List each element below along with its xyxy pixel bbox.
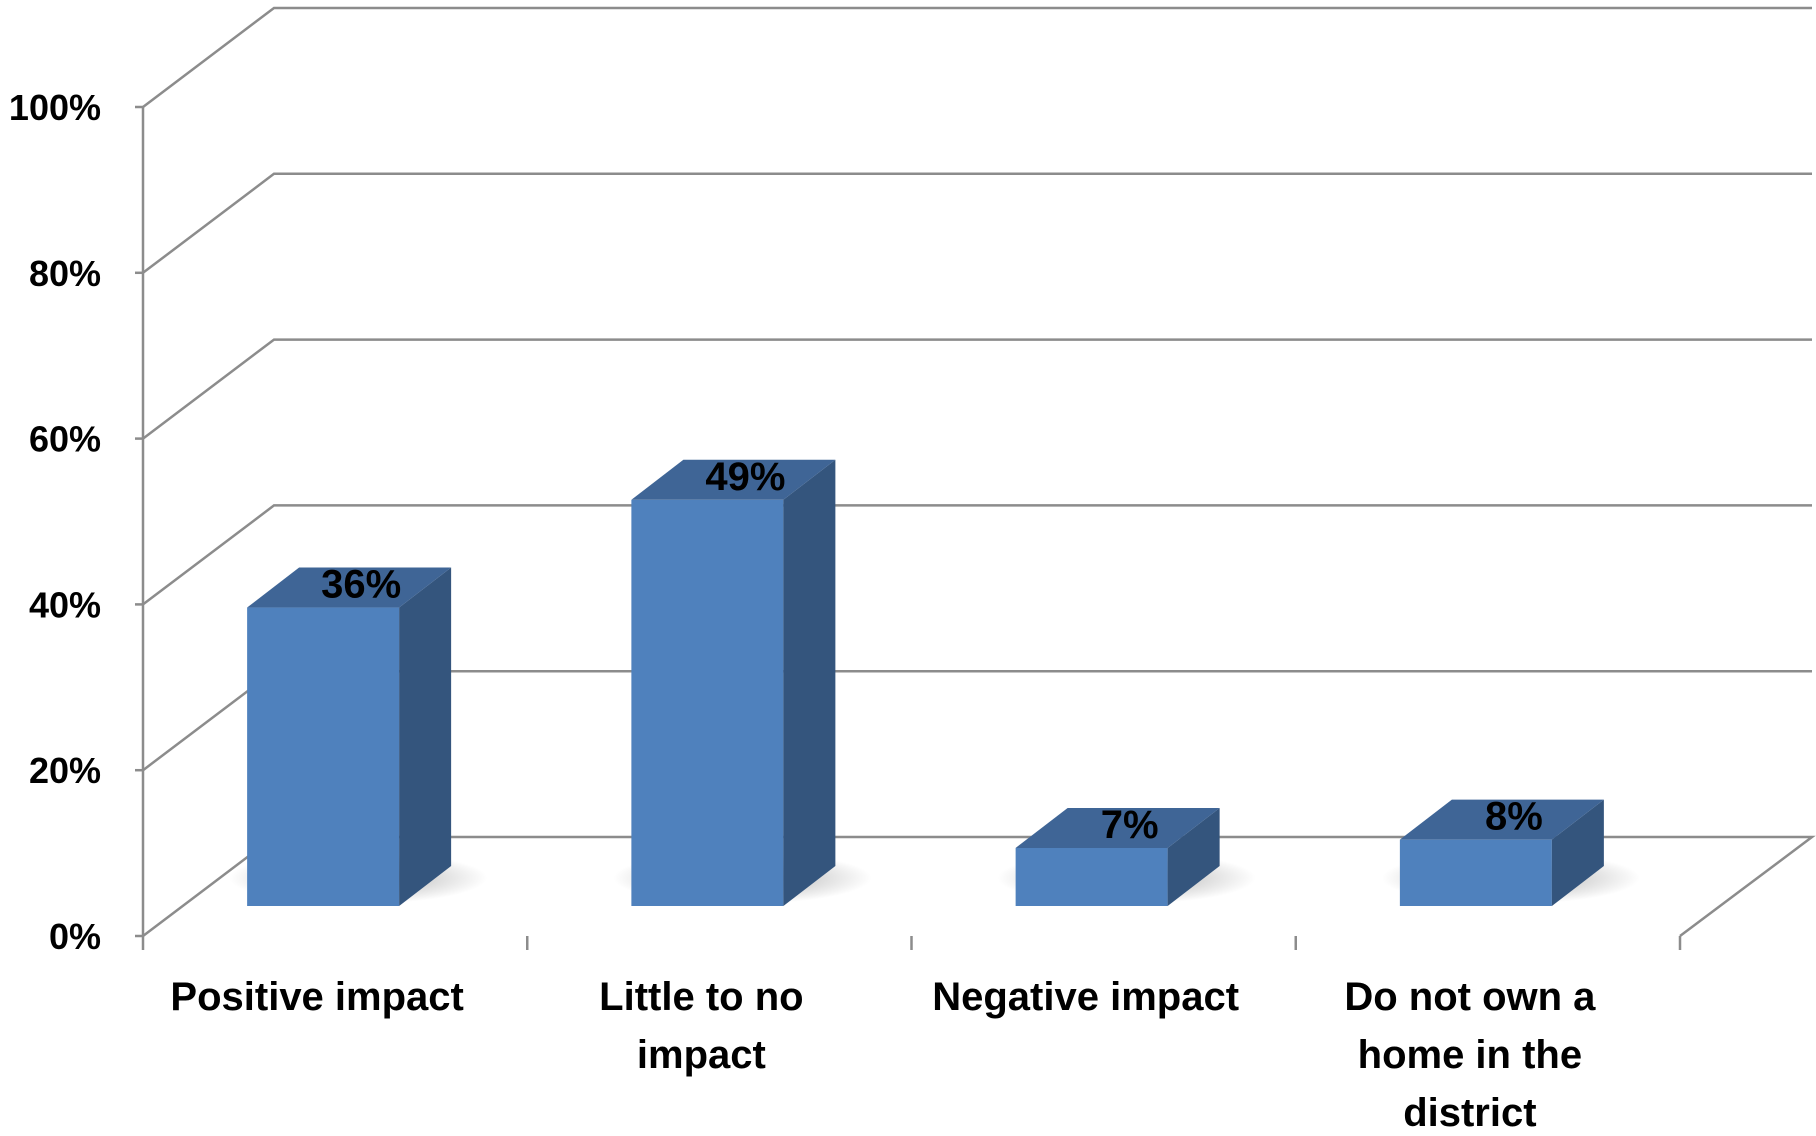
bar-top <box>247 567 452 608</box>
bar-side <box>1551 799 1604 906</box>
category-label: Little to no <box>599 975 803 1019</box>
category-label: district <box>1403 1091 1536 1131</box>
gridline <box>142 172 1812 274</box>
data-label: 8% <box>1485 795 1543 839</box>
axes: 0% 20% 40% 60% 80% 100% <box>9 87 1682 957</box>
bar-side <box>399 567 452 906</box>
data-label: 49% <box>705 455 785 499</box>
bar-top <box>631 459 836 500</box>
bar-side <box>783 459 836 906</box>
data-label: 7% <box>1101 803 1159 847</box>
bar-front <box>1399 839 1552 906</box>
y-tick-label: 40% <box>29 584 101 625</box>
y-tick-label: 100% <box>9 87 101 128</box>
y-tick-label: 0% <box>49 916 101 957</box>
category-label: Positive impact <box>170 975 463 1019</box>
gridlines <box>142 6 1816 937</box>
gridline <box>142 338 1812 440</box>
data-label: 36% <box>321 563 401 607</box>
y-tick-label: 80% <box>29 253 101 294</box>
bar-front <box>1015 847 1168 906</box>
bars <box>228 459 1641 906</box>
category-label: home in the <box>1358 1033 1582 1077</box>
gridline <box>142 504 1812 606</box>
category-label: Do not own a <box>1344 975 1596 1019</box>
bar-front <box>631 499 784 906</box>
bar-front <box>247 607 400 906</box>
gridline <box>142 6 1812 108</box>
bar-side <box>1167 807 1220 906</box>
labels: 36% Positive impact 49% Little to no impact 7… <box>170 455 1596 1135</box>
y-tick-label: 20% <box>29 750 101 791</box>
bar-top <box>1015 807 1220 848</box>
category-label: impact <box>637 1033 766 1077</box>
y-tick-label: 60% <box>29 419 101 460</box>
category-label: Negative impact <box>932 975 1239 1019</box>
bar-top <box>1399 799 1604 840</box>
